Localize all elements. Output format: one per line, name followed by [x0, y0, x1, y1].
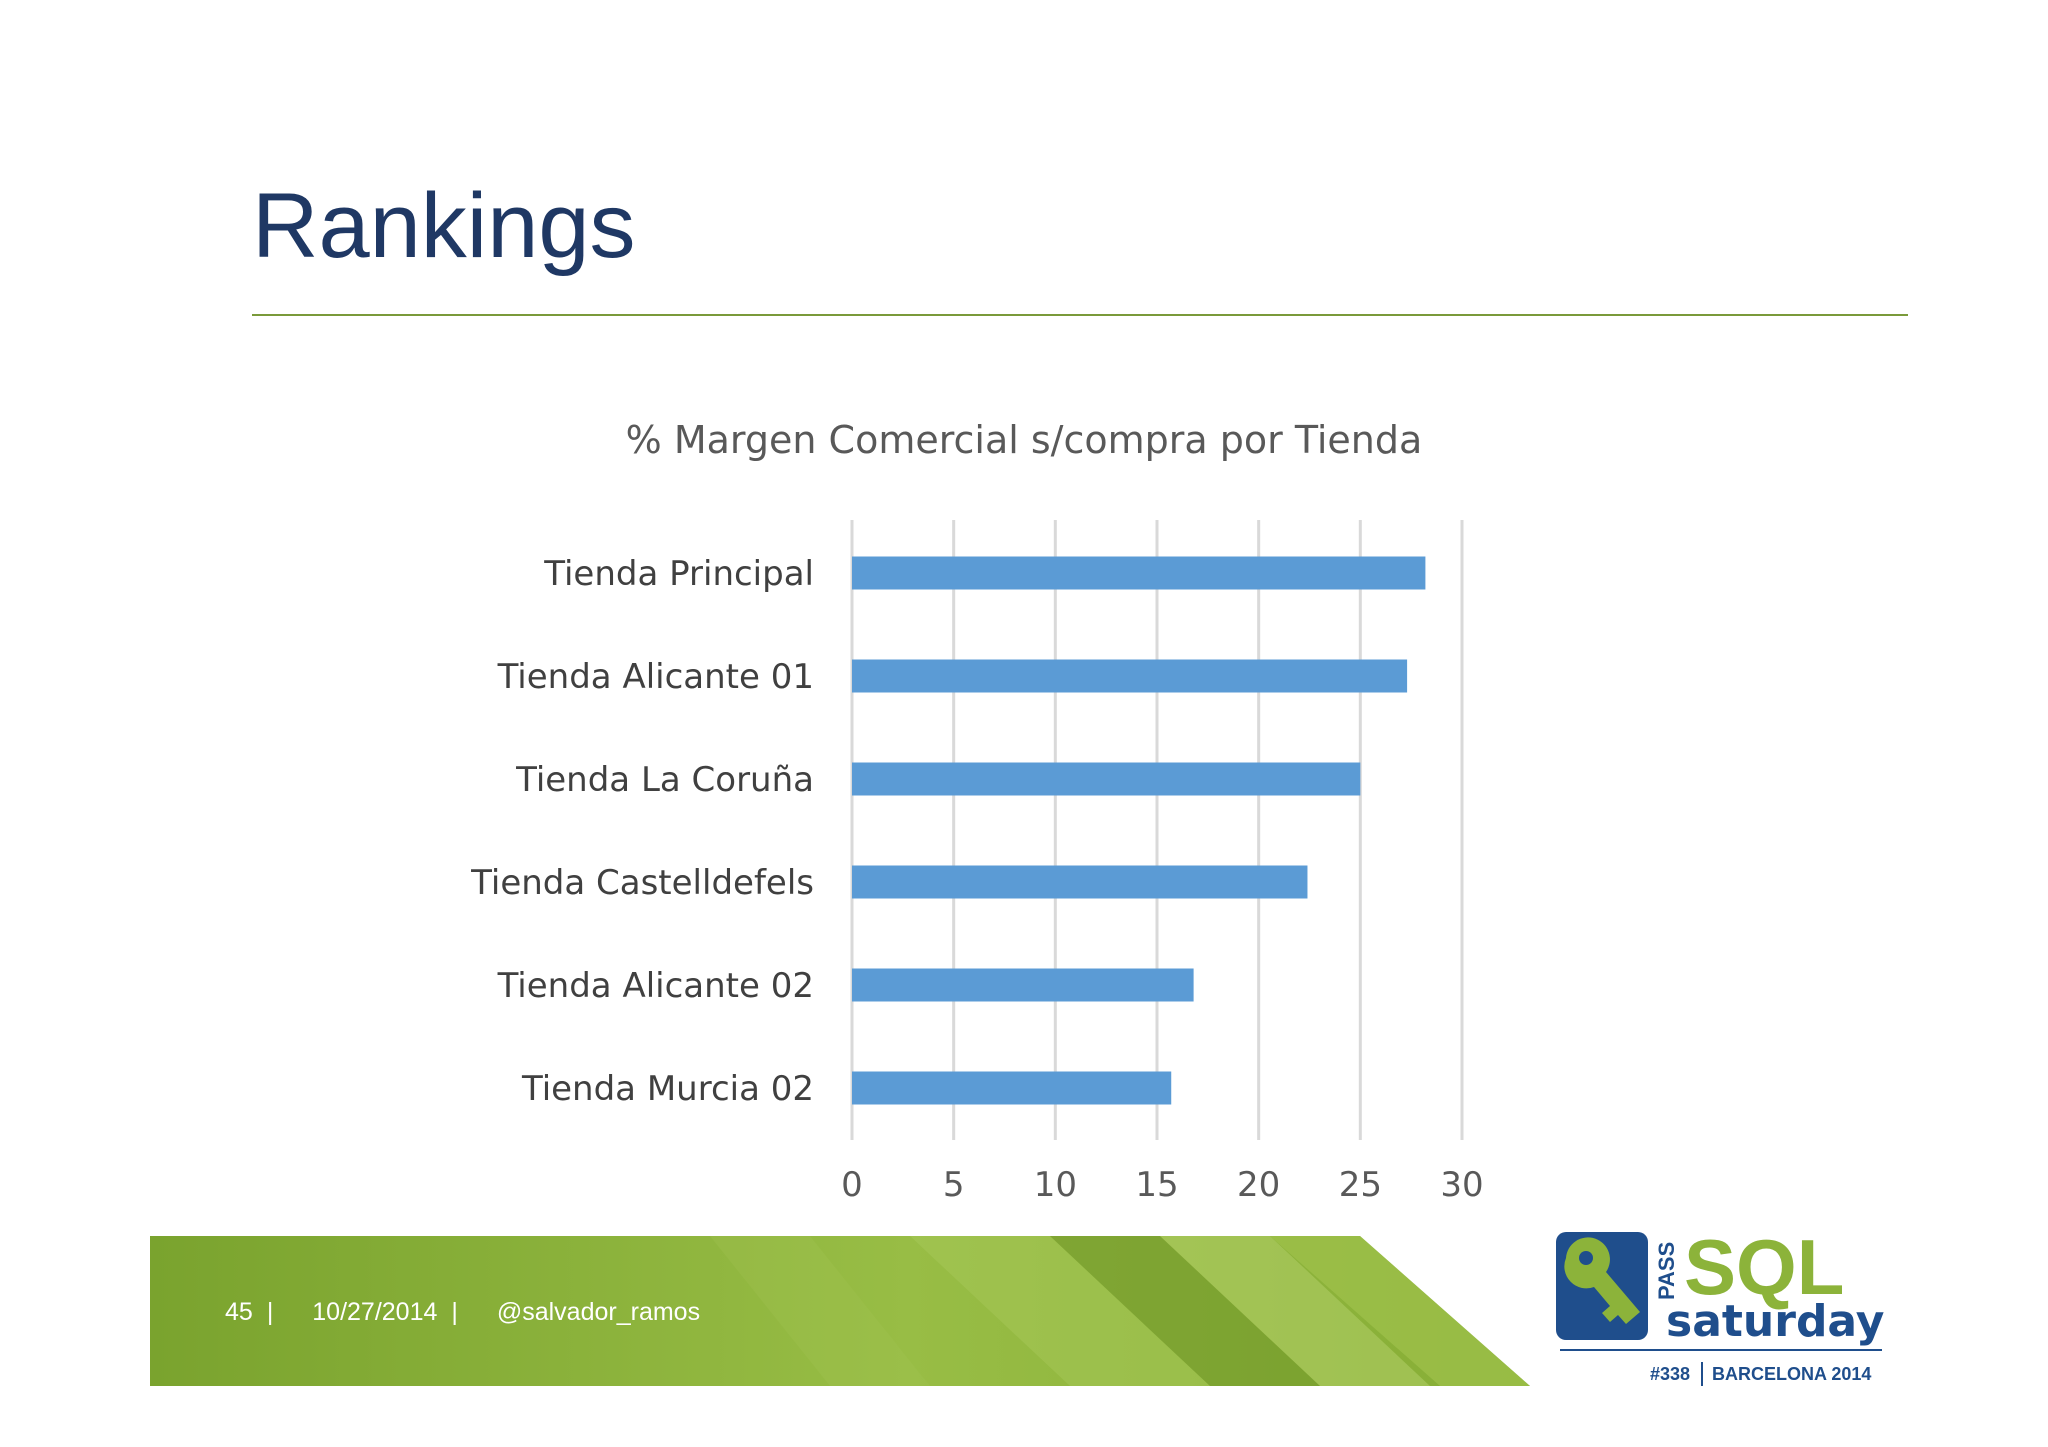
- x-tick-labels: 0 5 10 15 20 25 30: [841, 1165, 1483, 1205]
- footer-separator: |: [451, 1298, 458, 1326]
- chart-title: % Margen Comercial s/compra por Tienda: [625, 418, 1423, 462]
- gridlines: [850, 520, 1464, 1140]
- bar: [852, 968, 1194, 1002]
- x-tick-label: 20: [1237, 1165, 1280, 1205]
- x-tick-label: 0: [841, 1165, 863, 1205]
- bar: [852, 556, 1426, 590]
- bar: [852, 865, 1308, 899]
- title-divider: [252, 314, 1908, 316]
- bar: [852, 762, 1361, 796]
- category-label: Tienda Principal: [543, 554, 814, 594]
- category-label: Tienda Alicante 02: [497, 966, 814, 1006]
- bar: [852, 1071, 1172, 1105]
- footer-separator: |: [266, 1298, 274, 1326]
- footer-date: 10/27/2014: [312, 1298, 438, 1326]
- category-label: Tienda Castelldefels: [470, 863, 814, 903]
- sql-saturday-logo: PASS SQL saturday #338 BARCELONA 2014: [1556, 1228, 1884, 1386]
- x-tick-label: 15: [1135, 1165, 1178, 1205]
- category-labels: Tienda Principal Tienda Alicante 01 Tienda…: [470, 554, 814, 1109]
- x-tick-label: 25: [1339, 1165, 1382, 1205]
- page-number: 45: [225, 1298, 253, 1326]
- logo-event-number: #338: [1650, 1364, 1690, 1384]
- logo-event-name: BARCELONA 2014: [1712, 1364, 1871, 1384]
- category-label: Tienda Alicante 01: [497, 657, 814, 697]
- logo-saturday-text: saturday: [1666, 1296, 1884, 1347]
- logo-sql-text: SQL: [1684, 1228, 1844, 1311]
- footer-handle: @salvador_ramos: [496, 1298, 701, 1326]
- bar: [852, 659, 1408, 693]
- slide-title: Rankings: [252, 175, 636, 277]
- category-label: Tienda Murcia 02: [521, 1069, 814, 1109]
- category-label: Tienda La Coruña: [515, 760, 814, 800]
- x-tick-label: 10: [1034, 1165, 1077, 1205]
- bars: [852, 556, 1426, 1105]
- logo-pass-text: PASS: [1654, 1242, 1679, 1300]
- x-tick-label: 5: [943, 1165, 965, 1205]
- footer-band: [150, 1236, 1530, 1386]
- footer-text: 45 | 10/27/2014 | @salvador_ramos: [225, 1298, 714, 1327]
- x-tick-label: 30: [1440, 1165, 1483, 1205]
